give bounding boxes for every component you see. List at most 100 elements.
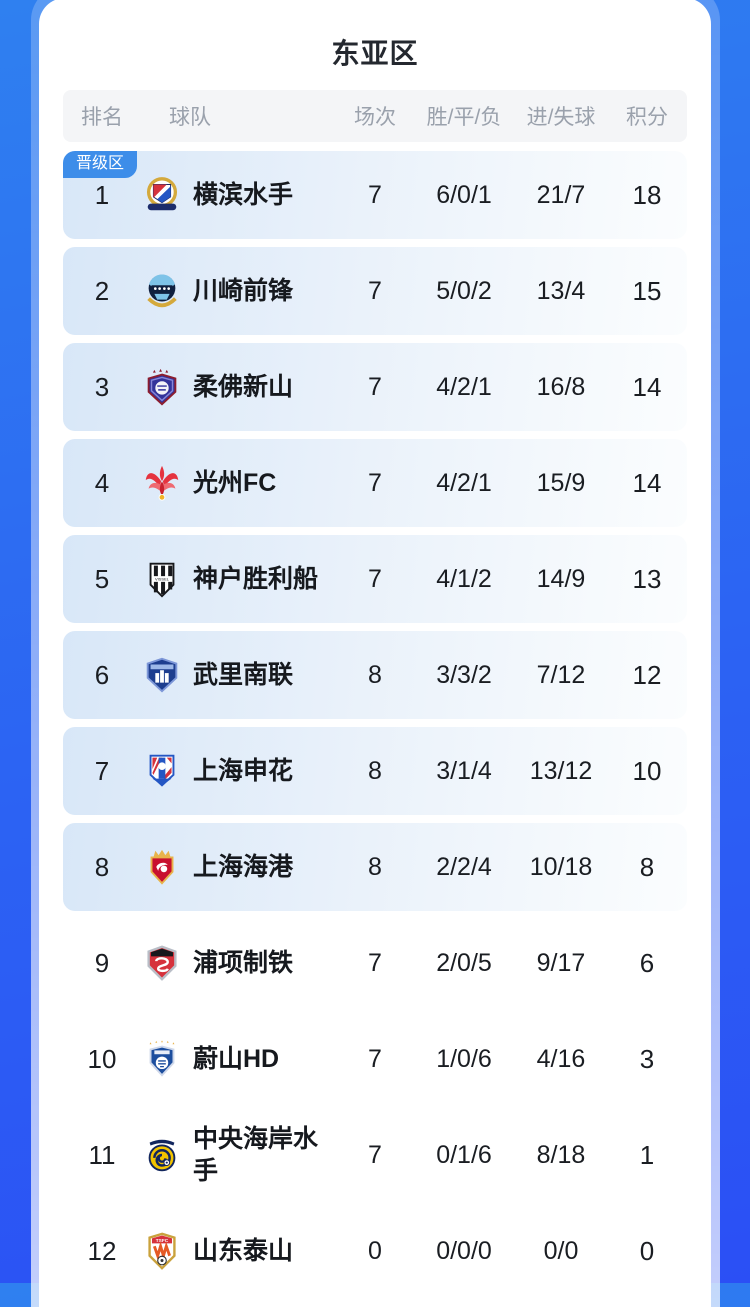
team-name: 中央海岸水手: [193, 1124, 319, 1186]
rank-value: 11: [88, 1139, 116, 1170]
rank-value: 7: [94, 755, 110, 786]
header-wdl: 胜/平/负: [426, 106, 502, 129]
table-row[interactable]: 6 武里南联 8 3/3/2 7/12: [63, 631, 687, 719]
matches-value: 7: [368, 948, 382, 977]
goals-value: 0/0: [543, 1236, 579, 1265]
goals-value: 7/12: [536, 660, 586, 689]
matches-value: 7: [368, 276, 382, 305]
wdl-value: 2/0/5: [436, 948, 492, 977]
points-value: 1: [639, 1139, 655, 1170]
points-value: 12: [632, 659, 662, 690]
points-value: 0: [639, 1235, 655, 1266]
goals-value: 16/8: [536, 372, 586, 401]
goals-value: 15/9: [536, 468, 586, 497]
kawasaki-frontale-logo-icon: [141, 270, 183, 312]
wdl-value: 3/3/2: [436, 660, 492, 689]
header-points: 积分: [626, 106, 668, 129]
matches-value: 0: [368, 1236, 382, 1265]
goals-value: 13/4: [536, 276, 586, 305]
points-value: 18: [632, 179, 662, 210]
standings-card: 东亚区 排名 球队 场次 胜/平/负 进/失球 积分 晋级区 1: [39, 0, 711, 1307]
header-team: 球队: [169, 106, 211, 129]
header-matches: 场次: [354, 106, 396, 129]
shanghai-port-logo-icon: [141, 846, 183, 888]
wdl-value: 5/0/2: [436, 276, 492, 305]
rank-value: 9: [94, 947, 110, 978]
points-value: 15: [632, 275, 662, 306]
rank-value: 10: [87, 1043, 117, 1074]
rank-value: 5: [94, 563, 110, 594]
wdl-value: 1/0/6: [436, 1044, 492, 1073]
rank-value: 6: [94, 659, 110, 690]
team-name: 川崎前锋: [193, 276, 294, 305]
goals-value: 14/9: [536, 564, 586, 593]
matches-value: 7: [368, 180, 382, 209]
ulsan-hd-logo-icon: [141, 1038, 183, 1080]
team-name: 武里南联: [193, 660, 294, 689]
card-glow-border: 东亚区 排名 球队 场次 胜/平/负 进/失球 积分 晋级区 1: [31, 0, 720, 1307]
vissel-kobe-logo-icon: VISSEL: [141, 558, 183, 600]
matches-value: 7: [368, 1140, 382, 1169]
table-row[interactable]: 8 上海海港 8 2/2/4 10/18 8: [63, 823, 687, 911]
buriram-united-logo-icon: [141, 654, 183, 696]
table-row[interactable]: 11 中央海岸水手 7 0/1/6 8/18: [63, 1111, 687, 1199]
rank-value: 2: [94, 275, 110, 306]
wdl-value: 4/1/2: [436, 564, 492, 593]
page-title: 东亚区: [331, 38, 419, 69]
yokohama-marinos-logo-icon: [141, 174, 183, 216]
table-row[interactable]: 12 TSFC 山东泰山 0 0/0/: [63, 1207, 687, 1295]
shandong-taishan-logo-icon: TSFC: [141, 1230, 183, 1272]
table-row[interactable]: 晋级区 1 横滨水手 7 6/0/1: [63, 151, 687, 239]
team-name: 神户胜利船: [193, 564, 319, 593]
table-row[interactable]: 4 光州FC 7: [63, 439, 687, 527]
wdl-value: 4/2/1: [436, 372, 492, 401]
goals-value: 10/18: [529, 852, 593, 881]
table-row[interactable]: 9 浦项制铁 7 2/0/5 9/17 6: [63, 919, 687, 1007]
wdl-value: 0/1/6: [436, 1140, 492, 1169]
team-name: 蔚山HD: [193, 1044, 280, 1073]
team-name: 上海申花: [193, 756, 294, 785]
matches-value: 8: [368, 756, 382, 785]
table-body: 晋级区 1 横滨水手 7 6/0/1: [63, 151, 687, 1295]
wdl-value: 0/0/0: [436, 1236, 492, 1265]
rank-value: 1: [94, 179, 110, 210]
rank-value: 12: [87, 1235, 117, 1266]
gwangju-fc-logo-icon: [141, 462, 183, 504]
team-name: 光州FC: [193, 468, 277, 497]
matches-value: 7: [368, 1044, 382, 1073]
team-name: 山东泰山: [193, 1236, 294, 1265]
vissel-logo-text: VISSEL: [155, 577, 170, 582]
wdl-value: 2/2/4: [436, 852, 492, 881]
goals-value: 21/7: [536, 180, 586, 209]
points-value: 8: [639, 851, 655, 882]
points-value: 10: [632, 755, 662, 786]
rank-value: 4: [94, 467, 110, 498]
team-name: 柔佛新山: [193, 372, 294, 401]
rank-value: 3: [94, 371, 110, 402]
pohang-steelers-logo-icon: [141, 942, 183, 984]
qualification-badge: 晋级区: [63, 151, 138, 178]
table-row[interactable]: 10 蔚山HD 7 1/0/6 4/16: [63, 1015, 687, 1103]
rank-value: 8: [94, 851, 110, 882]
team-name: 横滨水手: [193, 180, 294, 209]
table-row[interactable]: 3 柔佛新山 7 4/2/1 16/8: [63, 343, 687, 431]
matches-value: 7: [368, 468, 382, 497]
matches-value: 8: [368, 660, 382, 689]
goals-value: 4/16: [536, 1044, 586, 1073]
table-row[interactable]: 5 VISSEL 神户胜利船 7 4/: [63, 535, 687, 623]
header-rank: 排名: [81, 106, 123, 129]
points-value: 13: [632, 563, 662, 594]
shanghai-shenhua-logo-icon: [141, 750, 183, 792]
points-value: 3: [639, 1043, 655, 1074]
points-value: 14: [632, 467, 662, 498]
tsfc-logo-text: TSFC: [156, 1238, 169, 1244]
points-value: 6: [639, 947, 655, 978]
table-row[interactable]: 2 川崎前锋 7: [63, 247, 687, 335]
matches-value: 7: [368, 372, 382, 401]
team-name: 浦项制铁: [193, 948, 294, 977]
goals-value: 8/18: [536, 1140, 586, 1169]
points-value: 14: [632, 371, 662, 402]
johor-logo-icon: [141, 366, 183, 408]
table-row[interactable]: 7 上海申花 8 3/1/4: [63, 727, 687, 815]
